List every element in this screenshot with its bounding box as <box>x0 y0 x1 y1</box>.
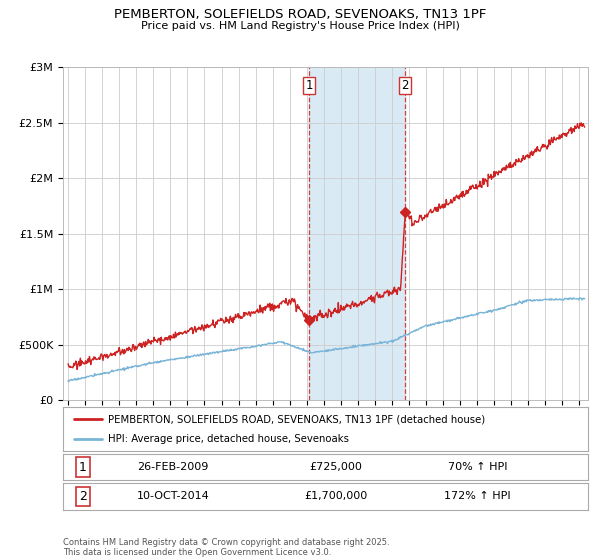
Text: Contains HM Land Registry data © Crown copyright and database right 2025.
This d: Contains HM Land Registry data © Crown c… <box>63 538 389 557</box>
Bar <box>310 67 405 400</box>
Text: Price paid vs. HM Land Registry's House Price Index (HPI): Price paid vs. HM Land Registry's House … <box>140 21 460 31</box>
Text: 1: 1 <box>305 79 313 92</box>
Text: PEMBERTON, SOLEFIELDS ROAD, SEVENOAKS, TN13 1PF (detached house): PEMBERTON, SOLEFIELDS ROAD, SEVENOAKS, T… <box>107 414 485 424</box>
Text: £725,000: £725,000 <box>310 462 362 472</box>
Text: 2: 2 <box>79 489 87 503</box>
Text: 26-FEB-2009: 26-FEB-2009 <box>137 462 209 472</box>
Text: 10-OCT-2014: 10-OCT-2014 <box>137 491 209 501</box>
Text: HPI: Average price, detached house, Sevenoaks: HPI: Average price, detached house, Seve… <box>107 434 349 444</box>
Text: 1: 1 <box>79 460 87 474</box>
Text: 2: 2 <box>401 79 409 92</box>
Text: 172% ↑ HPI: 172% ↑ HPI <box>445 491 511 501</box>
Text: 70% ↑ HPI: 70% ↑ HPI <box>448 462 508 472</box>
Text: PEMBERTON, SOLEFIELDS ROAD, SEVENOAKS, TN13 1PF: PEMBERTON, SOLEFIELDS ROAD, SEVENOAKS, T… <box>114 8 486 21</box>
Text: £1,700,000: £1,700,000 <box>304 491 368 501</box>
